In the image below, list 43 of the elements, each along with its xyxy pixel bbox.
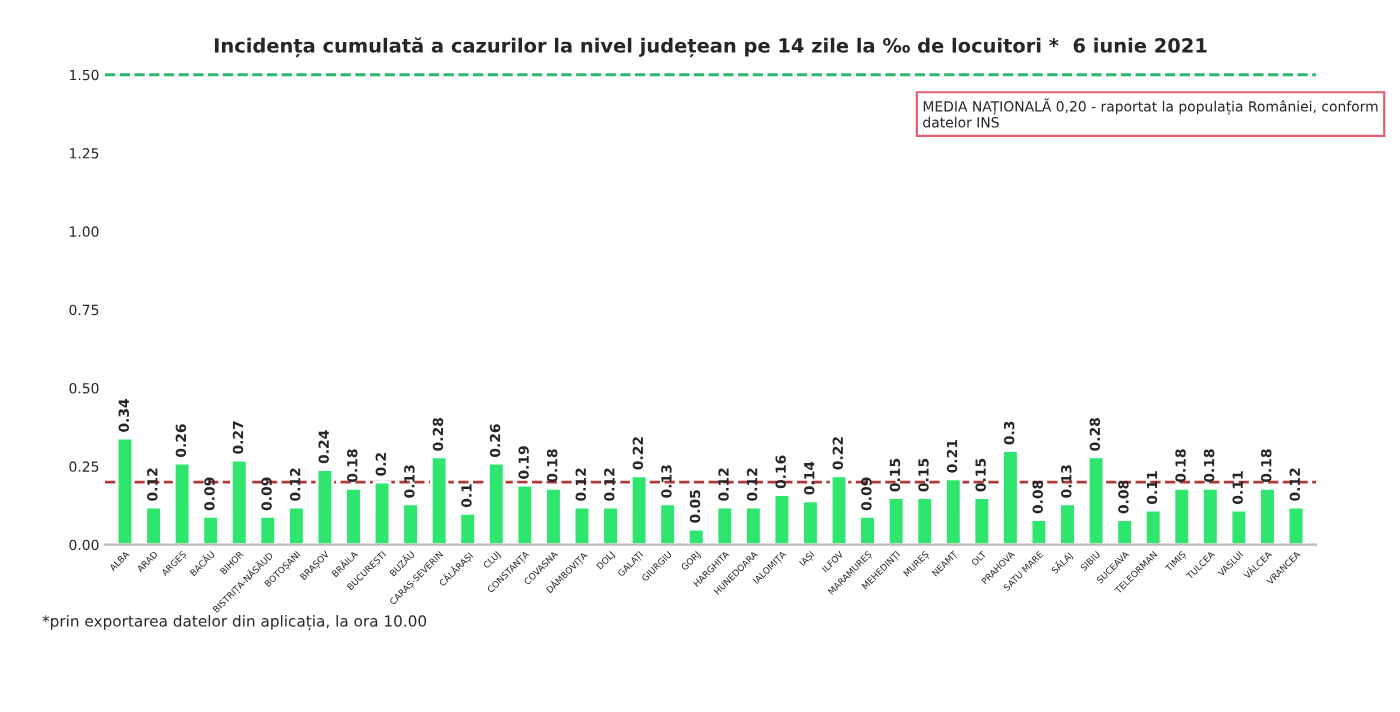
bar xyxy=(544,486,563,545)
bar xyxy=(258,515,278,545)
bar xyxy=(201,515,220,545)
bar xyxy=(829,474,849,545)
bar xyxy=(1029,518,1049,545)
bar xyxy=(1143,508,1163,545)
bar xyxy=(458,511,477,545)
bar xyxy=(1229,508,1249,545)
bar xyxy=(1058,502,1077,545)
bar xyxy=(915,496,934,545)
bar xyxy=(287,505,306,545)
bar xyxy=(715,505,735,545)
bar xyxy=(629,474,649,545)
bar xyxy=(1201,486,1220,545)
bar xyxy=(772,493,792,545)
bar xyxy=(229,458,249,545)
bar xyxy=(115,436,135,545)
bar xyxy=(858,515,877,545)
bar xyxy=(801,499,820,545)
bar xyxy=(172,461,192,545)
bar xyxy=(1172,486,1192,545)
bar xyxy=(401,502,420,545)
bar xyxy=(515,483,535,545)
bar xyxy=(1115,518,1134,545)
bar xyxy=(372,480,392,545)
bar xyxy=(487,461,506,545)
bar xyxy=(658,502,677,545)
bar xyxy=(1286,505,1306,545)
bar xyxy=(1258,486,1277,545)
bar xyxy=(572,505,592,545)
bar xyxy=(344,486,363,545)
bar xyxy=(686,527,706,545)
bar xyxy=(886,496,906,545)
bar xyxy=(972,496,992,545)
bar xyxy=(944,477,963,545)
bar xyxy=(315,468,335,545)
bar xyxy=(744,505,763,545)
bar xyxy=(1001,449,1020,545)
bar xyxy=(601,505,620,545)
bar xyxy=(144,505,163,545)
bar xyxy=(429,455,449,545)
chart-title: Incidența cumulată a cazurilor la nivel județean pe 14 zile la ‰ de locuitori * 6 iunie 2021 xyxy=(214,37,1207,58)
bar xyxy=(1086,455,1106,545)
